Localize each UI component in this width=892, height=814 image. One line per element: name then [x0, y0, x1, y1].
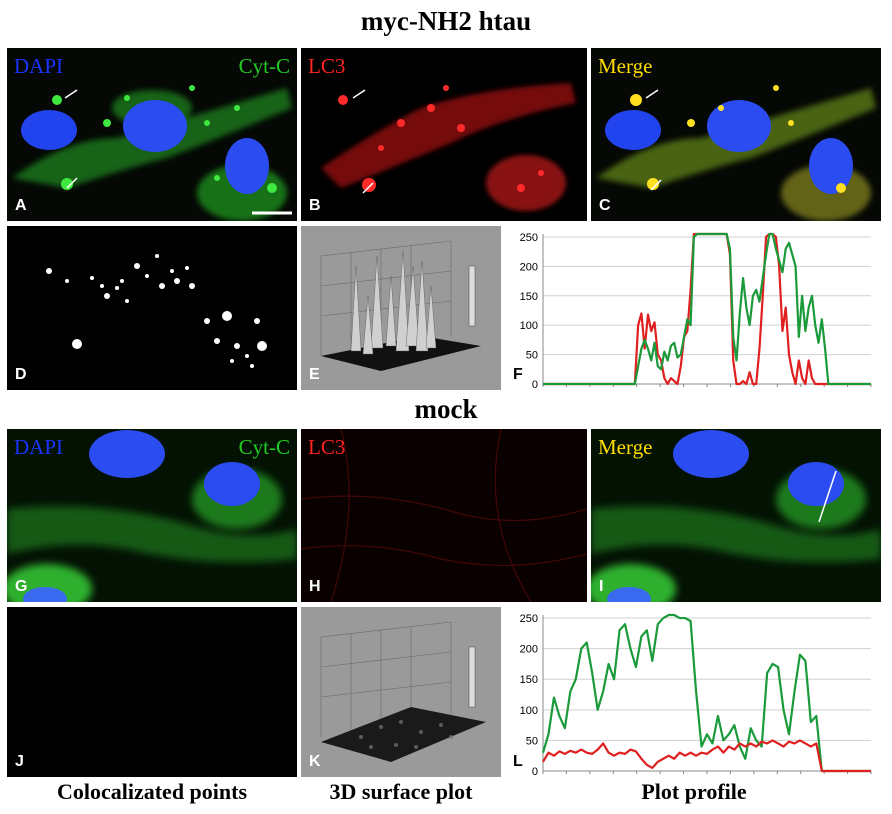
caption-colocalized: Colocalizated points	[56, 779, 248, 804]
figure-title-mock: mock	[414, 394, 478, 424]
series-line-green	[541, 613, 871, 773]
label-dapi: DAPI	[14, 54, 64, 78]
panel-c-image	[596, 85, 876, 221]
panel-h-image	[301, 429, 587, 602]
y-tick-label: 0	[532, 379, 538, 390]
y-tick-label: 100	[520, 705, 538, 717]
y-tick-label: 250	[520, 232, 538, 244]
y-tick-label: 50	[526, 735, 538, 747]
series-line-green	[543, 232, 871, 386]
y-tick-label: 0	[532, 766, 538, 777]
panel-g-dapi-cytc: DAPI Cyt-C G	[7, 429, 297, 602]
label-cytc-mock: Cyt-C	[238, 435, 290, 459]
y-tick-label: 200	[520, 261, 538, 273]
panel-k-image	[320, 621, 486, 762]
panel-g-image	[7, 430, 297, 602]
y-tick-label: 200	[520, 644, 538, 656]
panel-d-colocalized: D	[7, 226, 297, 390]
panel-label-c: C	[599, 197, 611, 214]
panel-j-colocalized: J	[7, 607, 297, 777]
y-tick-label: 150	[520, 291, 538, 303]
panel-k-3d-surface: K	[301, 607, 501, 777]
panel-label-g: G	[15, 578, 28, 595]
label-lc3: LC3	[308, 54, 346, 78]
panel-l-plot-profile: 250 200 150 100 50 0 L	[505, 607, 883, 777]
label-dapi-mock: DAPI	[14, 435, 64, 459]
caption-plot-profile: Plot profile	[641, 779, 747, 804]
caption-3d-surface: 3D surface plot	[329, 779, 473, 804]
panel-label-j: J	[15, 753, 24, 770]
plot-profile-chart-l: 250 200 150 100 50 0	[520, 613, 872, 777]
panel-c-merge: Merge C	[591, 48, 881, 221]
panel-i-image	[591, 430, 881, 602]
panel-label-i: I	[599, 578, 604, 595]
panel-h-lc3: LC3 H	[301, 429, 587, 602]
panel-e-3d-surface: E	[301, 226, 501, 390]
nucleus-3	[225, 138, 269, 194]
panel-label-a: A	[15, 197, 27, 214]
label-merge: Merge	[598, 54, 653, 78]
nucleus-1	[21, 110, 77, 150]
panel-i-merge: Merge I	[591, 429, 881, 602]
series-line-red	[543, 232, 871, 386]
panel-label-l: L	[513, 753, 523, 770]
panel-label-f: F	[513, 366, 523, 383]
label-merge-mock: Merge	[598, 435, 653, 459]
profile-line	[818, 470, 837, 523]
panel-e-image	[320, 240, 481, 371]
panel-b-lc3: LC3 B	[301, 48, 587, 221]
panel-a-dapi-cytc: DAPI Cyt-C A	[7, 48, 297, 221]
y-tick-label: 150	[520, 674, 538, 686]
nucleus-2	[123, 100, 187, 152]
panel-a-image	[12, 85, 292, 221]
y-tick-label: 100	[520, 320, 538, 332]
plot-profile-chart-f: 250 200 150 100 50 0	[520, 232, 872, 390]
label-lc3-mock: LC3	[308, 435, 346, 459]
y-tick-label: 50	[526, 350, 538, 362]
figure-title-top: myc-NH2 htau	[360, 6, 532, 36]
label-cytc: Cyt-C	[238, 54, 290, 78]
panel-label-e: E	[309, 366, 320, 383]
panel-b-image	[321, 83, 576, 211]
panel-label-b: B	[309, 197, 321, 214]
panel-d-image	[46, 254, 267, 368]
panel-label-h: H	[309, 578, 321, 595]
y-tick-label: 250	[520, 613, 538, 625]
panel-f-plot-profile: 250 200 150 100 50 0 F	[505, 226, 883, 390]
panel-label-d: D	[15, 366, 27, 383]
panel-label-k: K	[309, 753, 321, 770]
series-line-red	[542, 739, 871, 773]
